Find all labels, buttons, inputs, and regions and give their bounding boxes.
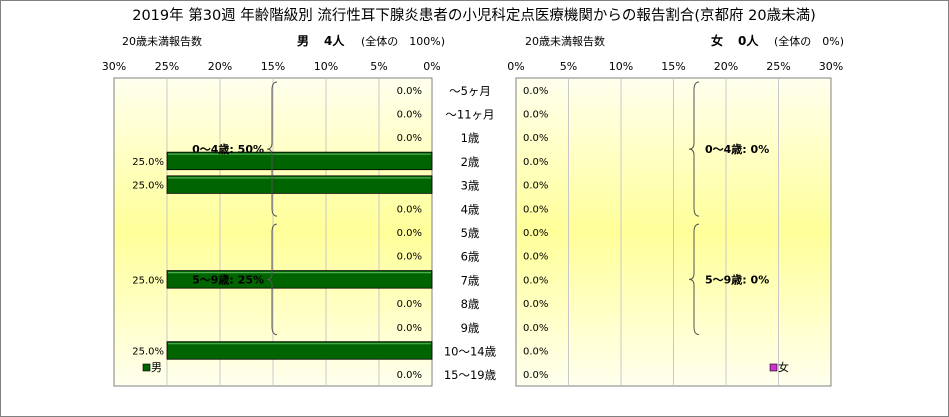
male-data-label: 25.0% bbox=[132, 181, 164, 192]
female-group-brace bbox=[688, 81, 700, 217]
female-data-label: 0.0% bbox=[523, 252, 548, 263]
male-data-label: 0.0% bbox=[397, 323, 422, 334]
female-data-label: 0.0% bbox=[523, 370, 548, 381]
male-data-label: 0.0% bbox=[397, 228, 422, 239]
female-data-label: 0.0% bbox=[523, 323, 548, 334]
female-data-label: 0.0% bbox=[523, 157, 548, 168]
female-data-label: 0.0% bbox=[523, 86, 548, 97]
male-data-label: 25.0% bbox=[132, 157, 164, 168]
male-group-label: 0～4歳: 50% bbox=[192, 142, 264, 156]
category-label: 5歳 bbox=[461, 226, 480, 240]
category-label: 1歳 bbox=[461, 131, 480, 145]
male-group-brace bbox=[266, 81, 278, 217]
male-group-brace bbox=[266, 223, 278, 336]
male-data-label: 25.0% bbox=[132, 346, 164, 357]
female-data-label: 0.0% bbox=[523, 275, 548, 286]
male-header-total: (全体の 100%) bbox=[361, 34, 445, 48]
female-x-tick-label: 20% bbox=[714, 60, 738, 73]
male-x-tick-label: 20% bbox=[208, 60, 232, 73]
female-group-label: 5～9歳: 0% bbox=[705, 272, 769, 286]
female-data-label: 0.0% bbox=[523, 110, 548, 121]
female-x-tick-label: 30% bbox=[819, 60, 843, 73]
male-header-label: 20歳未満報告数 bbox=[122, 35, 202, 48]
male-data-label: 25.0% bbox=[132, 275, 164, 286]
female-group-label: 0～4歳: 0% bbox=[705, 142, 769, 156]
female-legend-label: 女 bbox=[778, 360, 789, 374]
category-label: 4歳 bbox=[461, 202, 480, 216]
male-bar bbox=[166, 270, 433, 289]
male-bar bbox=[166, 341, 433, 360]
male-bar bbox=[166, 175, 433, 194]
male-data-label: 0.0% bbox=[397, 110, 422, 121]
female-x-tick-label: 25% bbox=[766, 60, 790, 73]
category-label: 2歳 bbox=[461, 155, 480, 169]
male-x-tick-label: 30% bbox=[102, 60, 126, 73]
female-header-count: 0人 bbox=[738, 33, 759, 48]
female-data-label: 0.0% bbox=[523, 204, 548, 215]
category-label: 10～14歳 bbox=[444, 344, 497, 358]
male-data-label: 0.0% bbox=[397, 133, 422, 144]
male-x-tick-label: 10% bbox=[314, 60, 338, 73]
category-label: 15～19歳 bbox=[444, 368, 497, 382]
female-header-sex: 女 bbox=[711, 33, 723, 48]
female-x-tick-label: 0% bbox=[507, 60, 524, 73]
female-legend-swatch bbox=[769, 363, 778, 372]
female-header-label: 20歳未満報告数 bbox=[525, 35, 605, 48]
female-x-tick-label: 15% bbox=[661, 60, 685, 73]
male-group-label: 5～9歳: 25% bbox=[192, 272, 264, 286]
male-data-label: 0.0% bbox=[397, 86, 422, 97]
female-group-brace bbox=[688, 223, 700, 336]
category-label: 6歳 bbox=[461, 250, 480, 264]
male-legend-swatch bbox=[142, 363, 151, 372]
female-data-label: 0.0% bbox=[523, 228, 548, 239]
female-data-label: 0.0% bbox=[523, 133, 548, 144]
male-data-label: 0.0% bbox=[397, 299, 422, 310]
category-label: 3歳 bbox=[461, 179, 480, 193]
female-x-tick-label: 5% bbox=[560, 60, 577, 73]
male-bar bbox=[166, 151, 433, 171]
female-data-label: 0.0% bbox=[523, 346, 548, 357]
male-header-count: 4人 bbox=[324, 33, 345, 48]
male-data-label: 0.0% bbox=[397, 252, 422, 263]
male-legend-label: 男 bbox=[151, 361, 162, 374]
male-header-sex: 男 bbox=[297, 34, 309, 48]
category-label: 9歳 bbox=[461, 321, 480, 335]
female-header-total: (全体の 0%) bbox=[774, 34, 844, 48]
female-data-label: 0.0% bbox=[523, 181, 548, 192]
male-data-label: 0.0% bbox=[397, 204, 422, 215]
male-x-tick-label: 5% bbox=[370, 60, 387, 73]
male-x-tick-label: 0% bbox=[423, 60, 440, 73]
chart-title: 2019年 第30週 年齢階級別 流行性耳下腺炎患者の小児科定点医療機関からの報… bbox=[132, 6, 816, 24]
female-x-tick-label: 10% bbox=[609, 60, 633, 73]
male-x-tick-label: 25% bbox=[155, 60, 179, 73]
male-data-label: 0.0% bbox=[397, 370, 422, 381]
female-data-label: 0.0% bbox=[523, 299, 548, 310]
category-label: ～11ヶ月 bbox=[445, 108, 494, 122]
category-label: 8歳 bbox=[461, 297, 480, 311]
category-label: ～5ヶ月 bbox=[449, 84, 491, 98]
male-x-tick-label: 15% bbox=[261, 60, 285, 73]
category-label: 7歳 bbox=[461, 273, 480, 287]
